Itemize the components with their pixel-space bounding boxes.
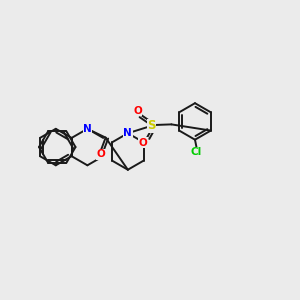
Text: O: O: [97, 149, 106, 159]
Text: Cl: Cl: [191, 147, 202, 158]
Text: O: O: [139, 138, 148, 148]
Text: N: N: [83, 124, 92, 134]
Text: O: O: [133, 106, 142, 116]
Text: N: N: [124, 128, 132, 138]
Text: S: S: [147, 119, 156, 132]
